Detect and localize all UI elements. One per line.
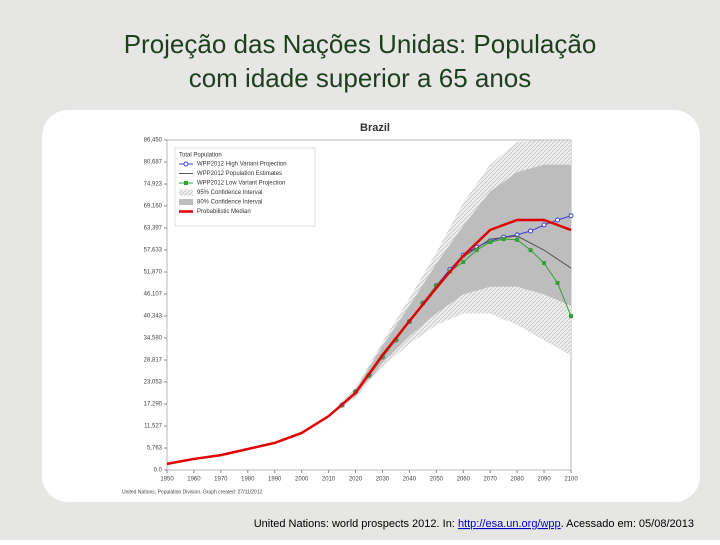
footer-text: United Nations: world prospects 2012. In… (254, 518, 458, 530)
x-tick-label: 2080 (510, 477, 524, 483)
x-tick-label: 1980 (241, 477, 255, 483)
point (569, 314, 573, 319)
x-tick-label: 1950 (160, 477, 174, 483)
x-tick-label: 2010 (322, 477, 336, 483)
y-tick-label: 63,397 (144, 226, 163, 232)
y-tick-label: 28,817 (144, 358, 163, 364)
x-tick-label: 1970 (214, 477, 228, 483)
x-tick-label: 2030 (376, 477, 390, 483)
y-tick-label: 80,687 (144, 160, 163, 166)
point (528, 228, 534, 234)
y-tick-label: 46,107 (144, 292, 163, 298)
y-tick-label: 74,923 (144, 182, 163, 188)
point (474, 248, 479, 253)
x-tick-label: 1960 (187, 477, 201, 483)
y-tick-label: 51,870 (144, 270, 163, 276)
footer-link[interactable]: http://esa.un.org/wpp (458, 518, 561, 530)
legend-swatch (179, 189, 193, 196)
x-tick-label: 2000 (295, 477, 309, 483)
chart-title: Brazil (360, 122, 390, 134)
y-tick-label: 5,763 (147, 446, 163, 452)
point (555, 280, 560, 285)
point (501, 237, 506, 242)
x-tick-label: 2060 (457, 477, 471, 483)
legend-label: 95% Confidence Interval (197, 190, 262, 196)
legend-marker (183, 161, 189, 167)
point (461, 259, 466, 264)
y-tick-label: 40,343 (144, 314, 163, 320)
x-tick-label: 2040 (403, 477, 417, 483)
legend-title: Total Population (179, 153, 222, 159)
x-tick-label: 2100 (564, 477, 578, 483)
point (541, 222, 547, 228)
chart-panel (42, 110, 700, 502)
point (528, 248, 533, 253)
x-tick-label: 2020 (349, 477, 363, 483)
point (555, 217, 561, 223)
y-tick-label: 57,633 (144, 248, 163, 254)
legend-label: WPP2012 High Variant Projection (197, 162, 287, 168)
point (542, 261, 547, 266)
x-tick-label: 2090 (537, 477, 551, 483)
series-line (166, 218, 572, 466)
slide-title: Projeção das Nações Unidas: População (124, 29, 597, 59)
y-tick-label: 11,527 (144, 424, 163, 430)
legend-swatch (179, 199, 193, 205)
y-tick-label: 69,160 (144, 204, 163, 210)
legend-box (174, 147, 316, 227)
y-tick-label: 34,580 (144, 336, 163, 342)
x-tick-label: 2070 (484, 477, 498, 483)
footer-text: . Acessado em: 05/08/2013 (561, 518, 694, 530)
y-tick-label: 23,053 (144, 380, 163, 386)
legend-marker (184, 181, 188, 185)
point (488, 240, 493, 245)
slide-title: com idade superior a 65 anos (189, 63, 532, 93)
plot: 0.0 5,763 11,527 17,290 23,053 28,817 34,580 40… (144, 138, 579, 483)
chart-credit: United Nations, Population Division, Gra… (122, 489, 262, 495)
y-tick-label: 0.0 (154, 468, 163, 474)
y-tick-label: 17,290 (144, 402, 163, 408)
legend-label: WPP2012 Low Variant Projection (197, 181, 285, 187)
x-tick-label: 2050 (430, 477, 444, 483)
point (434, 283, 439, 288)
y-tick-label: 86,450 (144, 138, 163, 144)
confidence-band (328, 164, 571, 417)
point (568, 213, 574, 219)
x-tick-label: 1990 (268, 477, 282, 483)
legend-label: WPP2012 Population Estimates (197, 171, 282, 177)
point (515, 237, 520, 242)
legend-label: Probabilistic Median (197, 209, 251, 215)
footer: United Nations: world prospects 2012. In… (254, 518, 694, 530)
legend-label: 80% Confidence Interval (197, 200, 262, 206)
